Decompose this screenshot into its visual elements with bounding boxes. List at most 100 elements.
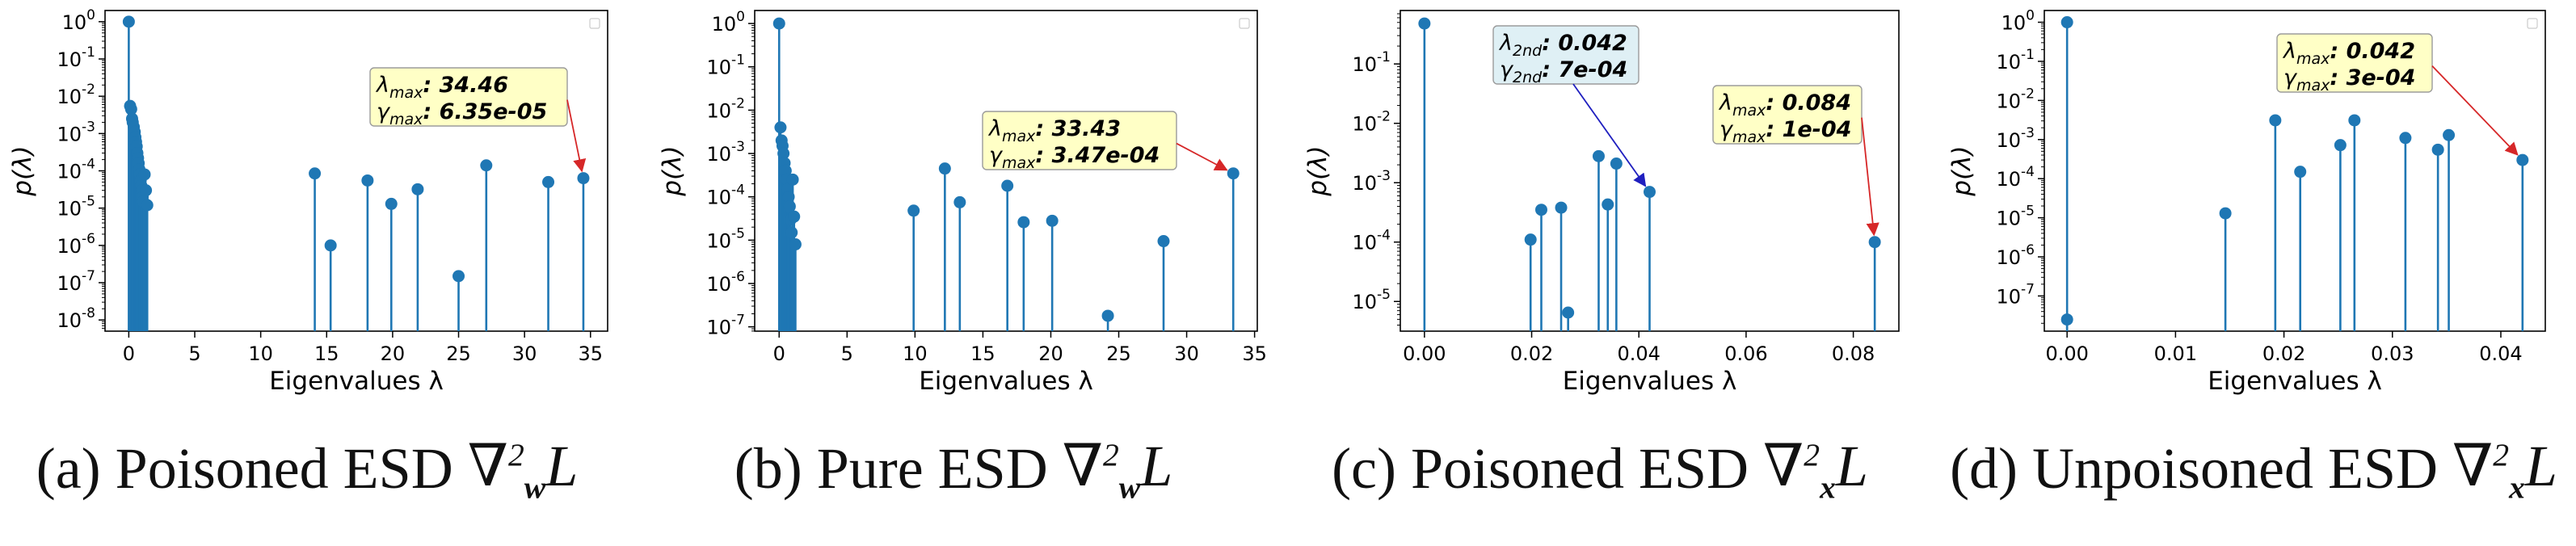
y-tick-label-b-7: 10-7 (707, 313, 746, 339)
y-tick-label-b-0: 100 (712, 9, 745, 36)
stem-marker-b-19 (1001, 179, 1014, 192)
stem-marker-b-23 (1157, 235, 1170, 248)
y-axis-label-a: p(λ) (8, 145, 37, 196)
x-tick-label-b-7: 35 (1242, 342, 1267, 365)
y-tick-label-b-5: 10-5 (707, 225, 746, 252)
y-tick-label-c-0: 10-1 (1353, 49, 1391, 76)
x-tick-label-d-1: 0.01 (2154, 342, 2197, 365)
stem-marker-b-14 (788, 210, 801, 223)
x-tick-label-a-1: 5 (188, 342, 200, 365)
annotation-arrow-c-0 (1572, 83, 1647, 187)
stem-marker-a-22 (141, 199, 154, 212)
stem-marker-b-4 (777, 147, 790, 160)
annotation-box-c-1 (1712, 85, 1863, 145)
stem-marker-c-6 (1602, 198, 1614, 211)
stem-marker-d-9 (2443, 128, 2456, 141)
chart-panel-d: 100 10-1 10-2 10-3 10-4 10-5 10-6 10-7 0.00 0.01 0… (1947, 8, 2546, 396)
x-tick-label-b-5: 25 (1106, 342, 1131, 365)
x-tick-label-b-4: 20 (1038, 342, 1063, 365)
x-tick-label-a-3: 15 (314, 342, 339, 365)
annotation-box-d-0 (2276, 33, 2433, 93)
stem-marker-a-26 (385, 197, 398, 210)
stem-marker-d-8 (2431, 143, 2444, 156)
chart-panel-b: 100 10-1 10-2 10-3 10-4 10-5 10-6 10-7 0 5 10 15 20 2… (658, 9, 1267, 396)
x-tick-label-a-4: 20 (381, 342, 406, 365)
stem-marker-c-3 (1555, 201, 1568, 214)
caption-b-prefix: (b) Pure ESD (734, 435, 1048, 501)
y-tick-label-a-0: 100 (62, 7, 95, 34)
annotation-line2-b-0: γmax: 3.47e-04 (989, 143, 1160, 172)
annotation-arrow-d-0 (2431, 65, 2519, 156)
stem-marker-b-18 (953, 195, 966, 208)
annotation-line1-a-0: λmax: 34.46 (375, 73, 508, 102)
x-tick-label-d-4: 0.04 (2479, 342, 2522, 365)
x-tick-label-c-0: 0.00 (1403, 342, 1446, 365)
x-axis-label-a: Eigenvalues λ (269, 367, 444, 396)
y-tick-label-d-1: 10-1 (1997, 47, 2035, 74)
x-tick-label-b-6: 30 (1174, 342, 1199, 365)
stem-marker-a-27 (411, 183, 424, 195)
x-tick-label-a-6: 30 (512, 342, 537, 365)
annotation-box-c-0 (1492, 25, 1639, 85)
x-tick-label-b-1: 5 (841, 342, 853, 365)
x-tick-label-b-0: 0 (773, 342, 785, 365)
x-axis-label-b: Eigenvalues λ (919, 367, 1093, 396)
caption-a: (a) Poisoned ESD ∇2wL (0, 432, 614, 505)
x-tick-label-c-3: 0.06 (1724, 342, 1767, 365)
y-tick-label-d-6: 10-6 (1997, 242, 2035, 269)
stem-marker-c-5 (1592, 149, 1605, 162)
legend-box-b (1239, 18, 1250, 29)
stem-marker-b-22 (1101, 309, 1114, 322)
stem-marker-c-1 (1524, 233, 1537, 246)
y-tick-label-a-2: 10-2 (57, 82, 96, 108)
stem-marker-d-2 (2219, 207, 2232, 220)
y-tick-label-b-2: 10-2 (707, 95, 746, 122)
x-tick-label-c-1: 0.02 (1510, 342, 1553, 365)
y-tick-label-d-4: 10-4 (1997, 164, 2035, 191)
caption-a-prefix: (a) Poisoned ESD (36, 435, 453, 501)
y-tick-label-b-6: 10-6 (707, 269, 746, 296)
caption-d-operator: ∇2xL (2452, 433, 2557, 506)
y-tick-label-b-1: 10-1 (707, 52, 746, 79)
stem-marker-a-28 (452, 270, 465, 283)
y-axis-label-d: p(λ) (1947, 145, 1976, 196)
y-tick-label-b-3: 10-3 (707, 139, 746, 166)
stem-marker-b-20 (1017, 216, 1030, 229)
x-tick-label-d-3: 0.03 (2371, 342, 2414, 365)
annotation-line2-c-1: γmax: 1e-04 (1719, 117, 1851, 146)
annotation-box-a-0 (369, 67, 568, 127)
stem-marker-a-21 (140, 184, 153, 197)
annotation-arrow-b-0 (1176, 142, 1228, 171)
annotation-line1-c-1: λmax: 0.084 (1718, 90, 1851, 120)
annotation-line2-c-0: γ2nd: 7e-04 (1500, 57, 1627, 86)
caption-d-prefix: (d) Unpoisoned ESD (1950, 435, 2439, 501)
stem-marker-a-20 (138, 168, 151, 181)
y-tick-label-d-5: 10-5 (1997, 204, 2035, 230)
annotation-box-b-0 (982, 111, 1177, 170)
y-tick-label-d-3: 10-3 (1997, 125, 2035, 152)
stem-marker-d-6 (2348, 114, 2361, 127)
x-tick-label-c-2: 0.04 (1618, 342, 1661, 365)
stem-marker-a-2 (124, 103, 137, 116)
y-tick-label-c-1: 10-2 (1353, 109, 1391, 136)
annotation-line2-a-0: γmax: 6.35e-05 (377, 99, 547, 128)
legend-box-d (2527, 18, 2538, 29)
caption-d: (d) Unpoisoned ESD ∇2xL (1931, 432, 2576, 505)
stem-marker-d-4 (2294, 166, 2307, 178)
chart-panel-c: 10-1 10-2 10-3 10-4 10-5 0.00 0.02 0.04 0.06 0.08… (1303, 10, 1900, 396)
stem-marker-a-31 (577, 172, 590, 185)
stem-marker-d-3 (2269, 114, 2282, 127)
stem-marker-c-4 (1562, 306, 1575, 319)
chart-panel-a: 100 10-1 10-2 10-3 10-4 10-5 10-6 10-7 10-8 0 5 10 1… (8, 7, 608, 396)
y-tick-label-d-0: 100 (2001, 8, 2035, 35)
y-tick-label-a-5: 10-5 (57, 194, 96, 220)
stem-marker-d-7 (2399, 132, 2412, 145)
legend-box-a (589, 18, 600, 29)
y-tick-label-a-1: 10-1 (57, 44, 96, 71)
y-axis-label-c: p(λ) (1303, 145, 1332, 196)
annotation-arrow-a-0 (566, 99, 587, 173)
